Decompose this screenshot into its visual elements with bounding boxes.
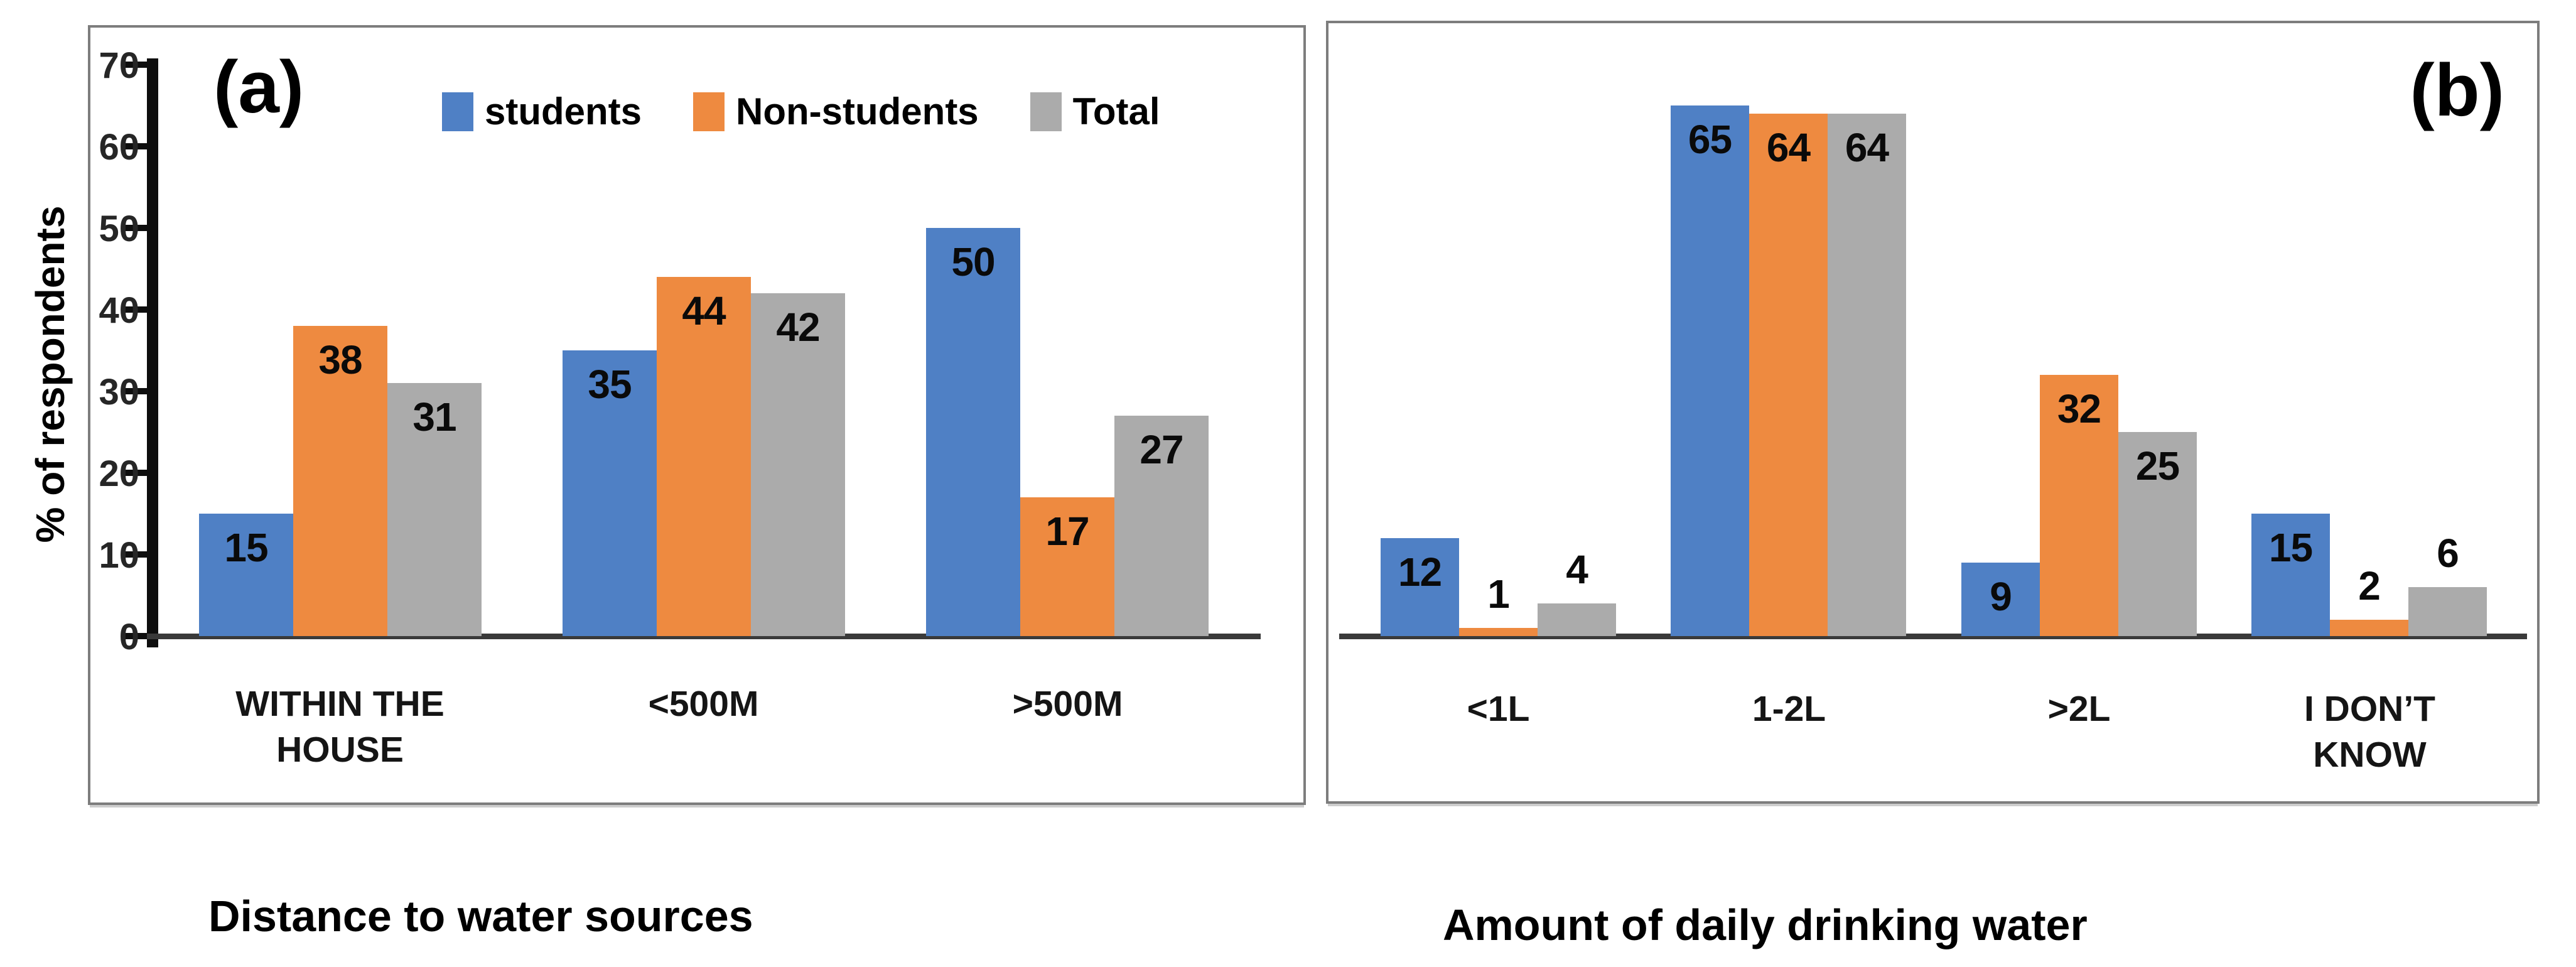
bar-value-label: 50 bbox=[951, 239, 995, 284]
caption-b: Amount of daily drinking water bbox=[1443, 900, 2088, 949]
bar-total-3 bbox=[2408, 587, 2487, 636]
y-tick-label: 20 bbox=[99, 453, 139, 494]
bar-value-label: 32 bbox=[2057, 386, 2101, 431]
bar-non-students-2 bbox=[2040, 375, 2118, 636]
chart-panel-b: (b) bbox=[1326, 21, 2540, 804]
bar-value-label: 31 bbox=[412, 394, 456, 440]
bar-total-2 bbox=[1114, 416, 1209, 636]
y-tick bbox=[126, 225, 147, 231]
legend-label: Non-students bbox=[736, 90, 979, 132]
category-label: 1-2L bbox=[1752, 689, 1826, 729]
y-tick-label: 60 bbox=[99, 127, 139, 168]
category-axis-a: WITHIN THE HOUSE <500M >500M bbox=[158, 681, 1249, 807]
bar-value-label: 44 bbox=[682, 288, 726, 333]
bar-non-students-0 bbox=[1459, 628, 1538, 636]
legend-item-non-students: Non-students bbox=[693, 92, 979, 131]
legend-item-students: students bbox=[442, 92, 642, 131]
bar-total-2 bbox=[2118, 432, 2197, 636]
bar-total-1 bbox=[1828, 114, 1906, 636]
y-tick bbox=[126, 551, 147, 558]
bar-students-1 bbox=[1671, 105, 1749, 636]
y-tick bbox=[126, 62, 147, 68]
bar-value-label: 38 bbox=[318, 337, 362, 382]
bar-non-students-3 bbox=[2330, 620, 2408, 636]
y-axis-line bbox=[147, 58, 158, 647]
x-axis-line-a bbox=[147, 634, 1261, 639]
bar-value-label: 25 bbox=[2135, 443, 2180, 489]
bar-students-3 bbox=[2251, 514, 2330, 636]
y-tick-label: 0 bbox=[119, 617, 139, 657]
bar-students-2 bbox=[1961, 563, 2040, 636]
category-label: I DON’T KNOW bbox=[2304, 689, 2435, 775]
legend: students Non-students Total bbox=[442, 92, 1160, 131]
bar-value-label: 64 bbox=[1766, 125, 1811, 170]
category-axis-b: <1L 1-2L >2L I DON’T KNOW bbox=[1353, 686, 2514, 812]
plot-area-a: 15 35 50 38 44 17 31 42 27 0 10 20 30 40 50 60 70 bbox=[99, 48, 1261, 656]
bar-value-label: 2 bbox=[2358, 563, 2381, 608]
y-axis-title: % of respondents bbox=[28, 205, 73, 543]
y-tick-label: 10 bbox=[99, 535, 139, 576]
panel-letter-a: (a) bbox=[213, 46, 304, 129]
bar-total-0 bbox=[1538, 603, 1616, 636]
bar-value-label: 65 bbox=[1688, 117, 1732, 162]
legend-item-total: Total bbox=[1030, 92, 1160, 131]
category-label: WITHIN THE HOUSE bbox=[235, 684, 445, 770]
caption-a: Distance to water sources bbox=[208, 892, 753, 941]
plot-area-b: 12 65 9 15 1 64 32 2 4 64 25 6 bbox=[1339, 65, 2527, 639]
bar-value-label: 35 bbox=[588, 362, 632, 407]
bar-non-students-1 bbox=[1749, 114, 1828, 636]
y-tick bbox=[126, 633, 147, 639]
legend-label: students bbox=[485, 90, 642, 132]
chart-panel-a: (a) students Non-students Total bbox=[88, 25, 1306, 805]
bar-value-label: 15 bbox=[224, 525, 268, 570]
bar-value-label: 17 bbox=[1045, 509, 1089, 554]
legend-label: Total bbox=[1072, 90, 1160, 132]
bar-value-label: 6 bbox=[2437, 531, 2459, 576]
bar-value-label: 15 bbox=[2268, 525, 2313, 570]
y-tick bbox=[126, 143, 147, 149]
bar-non-students-2 bbox=[1020, 497, 1114, 636]
y-tick-label: 40 bbox=[99, 290, 139, 331]
panel-letter-b: (b) bbox=[2410, 49, 2504, 132]
legend-swatch-icon bbox=[693, 92, 725, 131]
bar-students-2 bbox=[926, 228, 1020, 636]
bar-non-students-0 bbox=[293, 326, 387, 636]
y-tick bbox=[126, 470, 147, 476]
bar-value-label: 1 bbox=[1487, 571, 1510, 617]
bar-value-label: 42 bbox=[776, 305, 820, 350]
bar-value-label: 64 bbox=[1845, 125, 1889, 170]
bar-value-label: 9 bbox=[1990, 574, 2012, 619]
bar-students-0 bbox=[199, 514, 293, 636]
bar-students-0 bbox=[1381, 538, 1459, 636]
legend-swatch-icon bbox=[1030, 92, 1062, 131]
bar-value-label: 27 bbox=[1140, 427, 1183, 472]
category-label: >2L bbox=[2047, 689, 2111, 729]
bar-non-students-1 bbox=[657, 277, 751, 636]
y-tick bbox=[126, 306, 147, 313]
y-tick-label: 50 bbox=[99, 208, 139, 249]
bar-value-label: 4 bbox=[1566, 547, 1588, 592]
y-tick bbox=[126, 388, 147, 394]
category-label: <1L bbox=[1467, 689, 1530, 729]
legend-swatch-icon bbox=[442, 92, 473, 131]
category-label: <500M bbox=[648, 684, 759, 724]
x-axis-line-b bbox=[1339, 634, 2527, 639]
category-label: >500M bbox=[1012, 684, 1123, 724]
y-tick-label: 70 bbox=[99, 45, 139, 86]
y-tick-label: 30 bbox=[99, 372, 139, 413]
bar-total-0 bbox=[387, 383, 482, 636]
bar-value-label: 12 bbox=[1398, 549, 1442, 595]
bar-students-1 bbox=[563, 350, 657, 636]
bar-total-1 bbox=[751, 293, 845, 636]
